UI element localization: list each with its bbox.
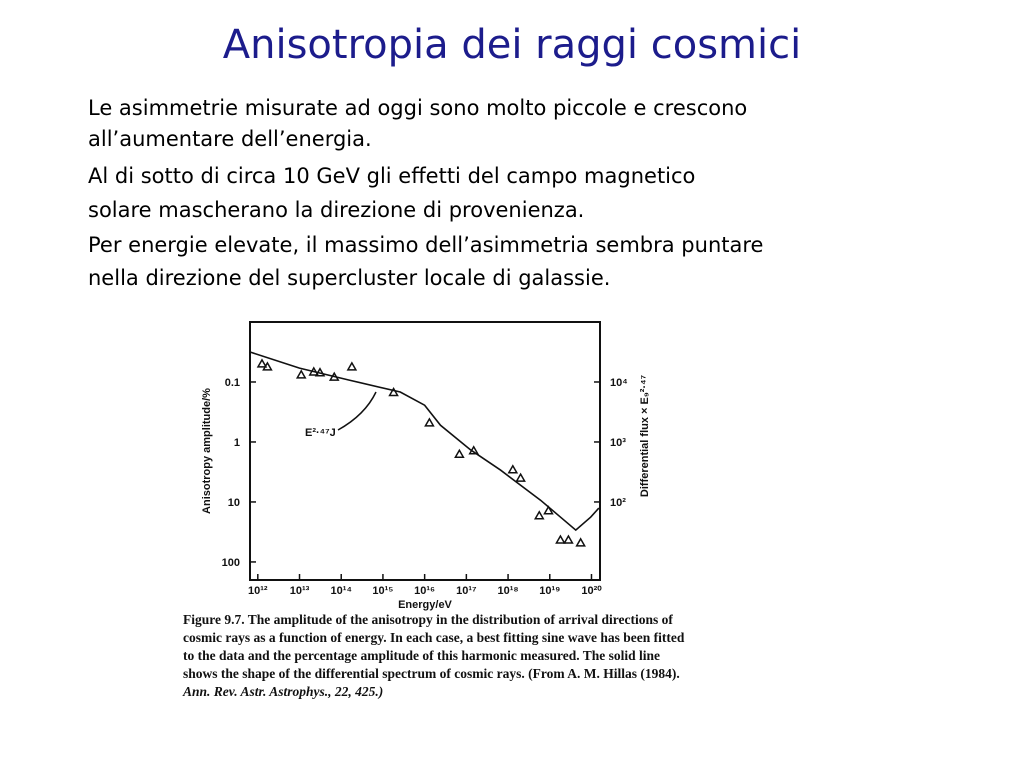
- body-line: all’aumentare dell’energia.: [88, 127, 372, 151]
- data-point: [262, 361, 273, 371]
- plot-frame: [249, 321, 601, 581]
- x-tick-label: 10¹⁵: [372, 585, 393, 597]
- caption-line: to the data and the percentage amplitude…: [183, 648, 660, 663]
- data-point: [256, 358, 268, 368]
- y2-axis-label: Differential flux × E₉²·⁴⁷: [639, 374, 651, 497]
- x-tick-label: 10¹⁴: [331, 585, 352, 597]
- data-point: [515, 472, 526, 482]
- caption-line: Figure 9.7. The amplitude of the anisotr…: [183, 612, 673, 627]
- data-point: [424, 417, 435, 427]
- x-tick-label: 10¹⁶: [414, 585, 435, 597]
- body-line: nella direzione del supercluster locale …: [88, 266, 610, 290]
- body-line: Le asimmetrie misurate ad oggi sono molt…: [88, 96, 747, 120]
- data-point: [543, 505, 554, 515]
- y-tick-label: 100: [222, 557, 240, 569]
- slide-title: Anisotropia dei raggi cosmici: [223, 22, 801, 68]
- y-tick-label: 0.1: [225, 377, 240, 389]
- caption-line: cosmic rays as a function of energy. In …: [183, 630, 685, 645]
- data-point: [575, 537, 586, 547]
- caption-line: shows the shape of the differential spec…: [183, 666, 680, 681]
- x-tick-label: 10¹³: [290, 585, 310, 597]
- y2-tick-label: 10⁴: [610, 377, 628, 389]
- body-line: Per energie elevate, il massimo dell’asi…: [88, 233, 763, 257]
- body-line: solare mascherano la direzione di proven…: [88, 198, 584, 222]
- y2-tick-label: 10³: [610, 437, 626, 449]
- x-tick-label: 10²⁰: [581, 585, 602, 597]
- caption-line: Ann. Rev. Astr. Astrophys., 22, 425.): [182, 684, 383, 699]
- y2-tick-label: 10²: [610, 497, 626, 509]
- x-tick-label: 10¹⁷: [456, 585, 477, 597]
- data-point: [507, 464, 519, 474]
- y-tick-label: 10: [228, 497, 240, 509]
- x-axis-label: Energy/eV: [398, 599, 452, 611]
- data-point: [388, 387, 399, 397]
- body-line: Al di sotto di circa 10 GeV gli effetti …: [88, 164, 695, 188]
- y-axis-label: Anisotropy amplitude/%: [201, 388, 213, 514]
- data-point: [346, 361, 358, 371]
- annotation-arrow: [337, 391, 377, 431]
- data-point: [533, 510, 545, 520]
- data-point: [555, 534, 566, 544]
- annotation: E²·⁴⁷J: [305, 427, 336, 439]
- x-tick-label: 10¹²: [248, 585, 268, 597]
- data-point: [563, 534, 574, 544]
- x-tick-label: 10¹⁸: [498, 585, 519, 597]
- data-point: [295, 369, 307, 379]
- y-tick-label: 1: [234, 437, 240, 449]
- data-point: [454, 448, 465, 458]
- spectrum-line: [249, 351, 600, 532]
- x-tick-label: 10¹⁹: [539, 585, 560, 597]
